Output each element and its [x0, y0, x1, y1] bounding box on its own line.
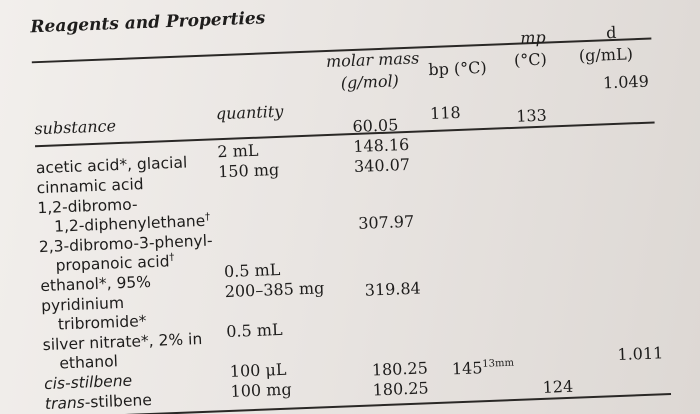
- cell-quantity-10: 0.5 mL: [225, 319, 283, 342]
- cell-substance-8: pyridinium: [40, 293, 125, 316]
- header-bp: bp (°C): [428, 57, 488, 80]
- header-d-1: d: [605, 22, 617, 43]
- header-d-2: (g/mL): [578, 44, 634, 66]
- cell-quantity-7: 0.5 mL: [223, 259, 281, 282]
- cell-substance-2: cinnamic acid: [36, 175, 144, 198]
- cell-quantity-1: 2 mL: [217, 140, 259, 162]
- cell-substance-6: propanoic acid†: [55, 251, 175, 275]
- cell-quantity-8: 200–385 mg: [224, 278, 325, 302]
- cell-mp-13: 124: [542, 376, 574, 397]
- cell-molar-mass-5: 307.97: [357, 211, 415, 233]
- header-molar-mass-2: (g/mol): [340, 71, 400, 93]
- cell-molar-mass-1: 60.05: [352, 115, 399, 137]
- cell-molar-mass-2: 148.16: [352, 134, 410, 157]
- cell-substance-12: cis-stilbene: [43, 371, 133, 394]
- cell-quantity-2: 150 mg: [217, 159, 280, 182]
- cell-d-12: 1.011: [617, 343, 664, 365]
- cell-substance-1: acetic acid*, glacial: [35, 153, 188, 178]
- cell-bp-12: 14513mm: [451, 357, 515, 379]
- cell-molar-mass-3: 340.07: [353, 154, 411, 177]
- header-rule: [34, 121, 655, 147]
- cell-substance-11: ethanol: [59, 352, 119, 373]
- cell-d-1: 1.049: [602, 71, 650, 93]
- header-substance: substance: [34, 116, 117, 139]
- cell-substance-13: trans-stilbene: [44, 390, 153, 414]
- header-quantity: quantity: [215, 101, 284, 124]
- cell-molar-mass-13: 180.25: [372, 378, 429, 400]
- cell-substance-7: ethanol*, 95%: [40, 272, 152, 296]
- cell-molar-mass-12: 180.25: [371, 358, 429, 380]
- cell-substance-9: tribromide*: [57, 312, 147, 334]
- cell-molar-mass-8: 319.84: [364, 278, 422, 300]
- header-mp-2: (°C): [513, 49, 548, 70]
- cell-quantity-13: 100 mg: [230, 379, 292, 401]
- table-title: Reagents and Properties: [30, 8, 266, 38]
- cell-substance-10: silver nitrate*, 2% in: [42, 329, 203, 355]
- header-mp-1: mp: [519, 27, 547, 48]
- header-molar-mass-1: molar mass: [325, 48, 420, 72]
- cell-bp-1: 118: [429, 102, 461, 124]
- cell-quantity-12: 100 μL: [229, 359, 287, 381]
- cell-mp-2: 133: [515, 105, 548, 126]
